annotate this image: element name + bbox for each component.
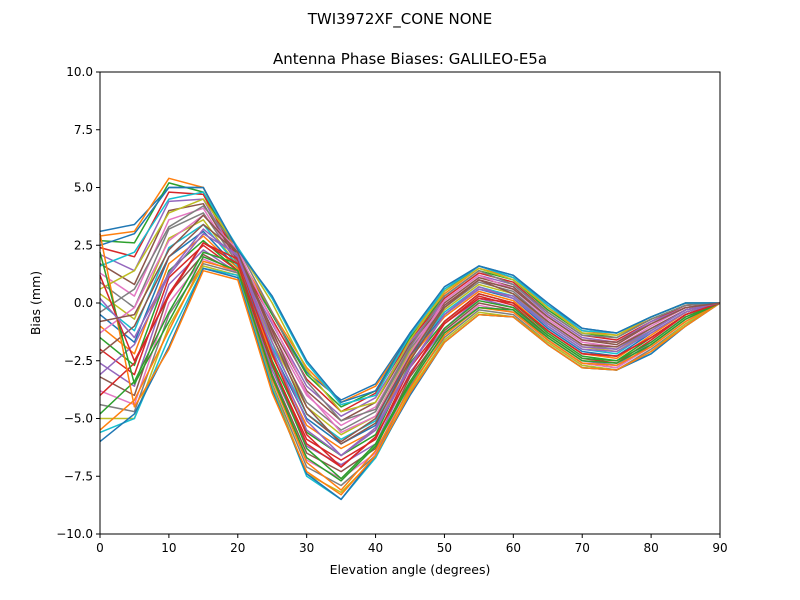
y-tick-label: 7.5 <box>74 123 93 137</box>
series-line-31 <box>99 186 720 404</box>
x-tick-label: 70 <box>575 541 590 555</box>
series-line-26 <box>99 223 721 445</box>
series-line-6 <box>99 202 721 422</box>
x-tick-label: 50 <box>437 541 452 555</box>
y-tick-label: 0.0 <box>74 296 93 310</box>
y-tick-label: 2.5 <box>74 238 93 252</box>
series-line-23 <box>99 251 721 480</box>
x-tick-label: 10 <box>161 541 176 555</box>
x-tick-label: 60 <box>506 541 521 555</box>
series-line-28 <box>99 205 721 422</box>
figure-suptitle: TWI3972XF_CONE NONE <box>307 10 492 29</box>
x-axis-label: Elevation angle (degrees) <box>330 562 491 577</box>
x-tick-label: 20 <box>230 541 245 555</box>
y-tick-label: 5.0 <box>74 181 93 195</box>
series-line-34 <box>99 242 721 468</box>
series-line-36 <box>99 214 721 443</box>
y-axis-label: Bias (mm) <box>28 271 43 335</box>
series-line-25 <box>99 232 721 457</box>
plot-area-background <box>100 72 720 534</box>
y-tick-label: 10.0 <box>66 65 93 79</box>
y-tick-label: −7.5 <box>64 469 93 483</box>
x-tick-label: 30 <box>299 541 314 555</box>
series-line-22 <box>99 260 721 491</box>
x-tick-label: 40 <box>368 541 383 555</box>
x-tick-label: 80 <box>643 541 658 555</box>
series-line-29 <box>99 198 720 413</box>
y-tick-label: −10.0 <box>56 527 93 541</box>
y-tick-label: −5.0 <box>64 412 93 426</box>
x-tick-label: 0 <box>96 541 104 555</box>
y-tick-label: −2.5 <box>64 354 93 368</box>
series-line-33 <box>99 252 721 482</box>
series-lines <box>99 177 721 501</box>
series-line-32 <box>99 233 721 496</box>
x-axis-ticks: 0 10 20 30 40 50 60 70 80 90 <box>96 534 728 555</box>
y-axis-ticks: −10.0 −7.5 −5.0 −2.5 0.0 2.5 5.0 7.5 10.0 <box>56 65 100 541</box>
x-tick-label: 90 <box>712 541 727 555</box>
series-line-12 <box>99 235 721 450</box>
series-line-35 <box>99 228 721 457</box>
chart-title: Antenna Phase Biases: GALILEO-E5a <box>273 50 547 68</box>
